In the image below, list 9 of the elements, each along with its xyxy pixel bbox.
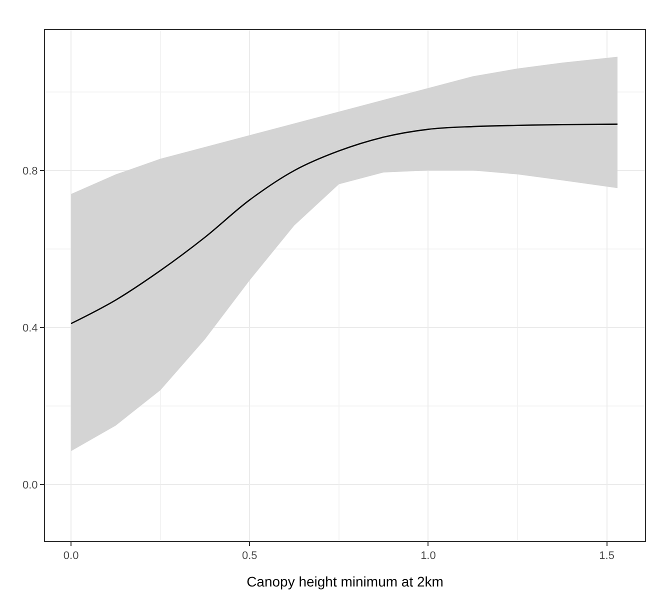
x-tick-label: 0.5	[242, 550, 258, 562]
y-tick-label: 0.4	[22, 322, 38, 334]
y-tick-label: 0.8	[22, 165, 38, 178]
x-tick-label: 0.0	[63, 550, 79, 562]
y-tick-label: 0.0	[22, 479, 38, 492]
x-tick-label: 1.5	[599, 550, 614, 562]
line-series	[70, 124, 618, 324]
x-tick-label: 1.0	[420, 550, 436, 562]
x-axis-title: Canopy height minimum at 2km	[246, 574, 444, 590]
